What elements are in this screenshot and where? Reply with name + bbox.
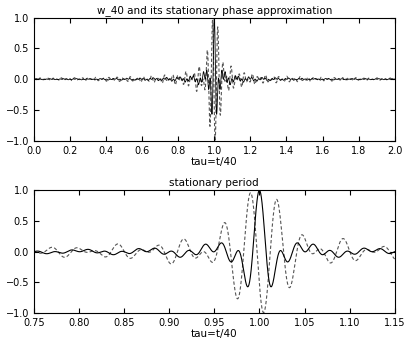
Title: w_40 and its stationary phase approximation: w_40 and its stationary phase approximat… [97, 6, 332, 17]
X-axis label: tau=t/40: tau=t/40 [191, 157, 238, 167]
X-axis label: tau=t/40: tau=t/40 [191, 329, 238, 339]
Title: stationary period: stationary period [169, 178, 259, 188]
